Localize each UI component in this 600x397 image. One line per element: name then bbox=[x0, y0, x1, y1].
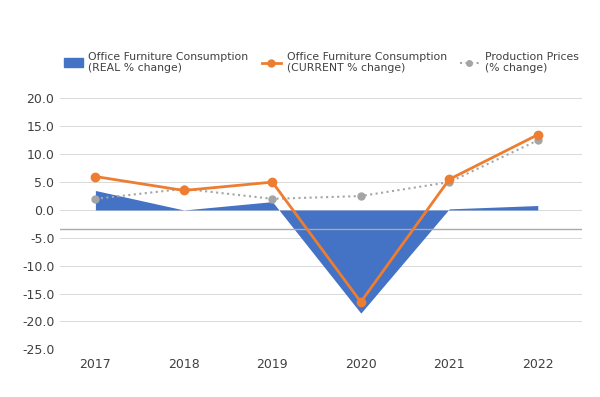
Office Furniture Consumption
(CURRENT % change) bbox=[180, 188, 187, 193]
Production Prices
(% change) bbox=[534, 138, 541, 143]
Production Prices
(% change) bbox=[446, 180, 453, 185]
Office Furniture Consumption
(CURRENT % change) bbox=[446, 177, 453, 182]
Office Furniture Consumption
(CURRENT % change) bbox=[269, 180, 276, 185]
Production Prices
(% change) bbox=[180, 187, 187, 191]
Line: Office Furniture Consumption
(CURRENT % change): Office Furniture Consumption (CURRENT % … bbox=[91, 131, 542, 306]
Legend: Office Furniture Consumption
(REAL % change), Office Furniture Consumption
(CURR: Office Furniture Consumption (REAL % cha… bbox=[61, 48, 581, 77]
Production Prices
(% change) bbox=[92, 197, 99, 201]
Office Furniture Consumption
(CURRENT % change) bbox=[357, 300, 364, 304]
Line: Production Prices
(% change): Production Prices (% change) bbox=[92, 137, 541, 202]
Office Furniture Consumption
(CURRENT % change) bbox=[534, 132, 541, 137]
Office Furniture Consumption
(CURRENT % change) bbox=[92, 174, 99, 179]
Production Prices
(% change) bbox=[269, 197, 276, 201]
Production Prices
(% change) bbox=[357, 194, 364, 198]
